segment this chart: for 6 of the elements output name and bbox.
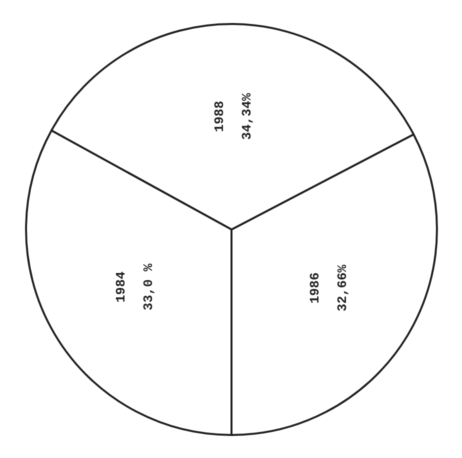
slice-label: 1984 bbox=[113, 271, 128, 303]
data-label: 32,66% bbox=[335, 264, 350, 312]
slice-label: 1986 bbox=[307, 272, 322, 304]
data-label: 33,0 % bbox=[141, 263, 156, 310]
data-label: 34,34% bbox=[240, 92, 255, 140]
slice-label: 1988 bbox=[212, 100, 227, 132]
